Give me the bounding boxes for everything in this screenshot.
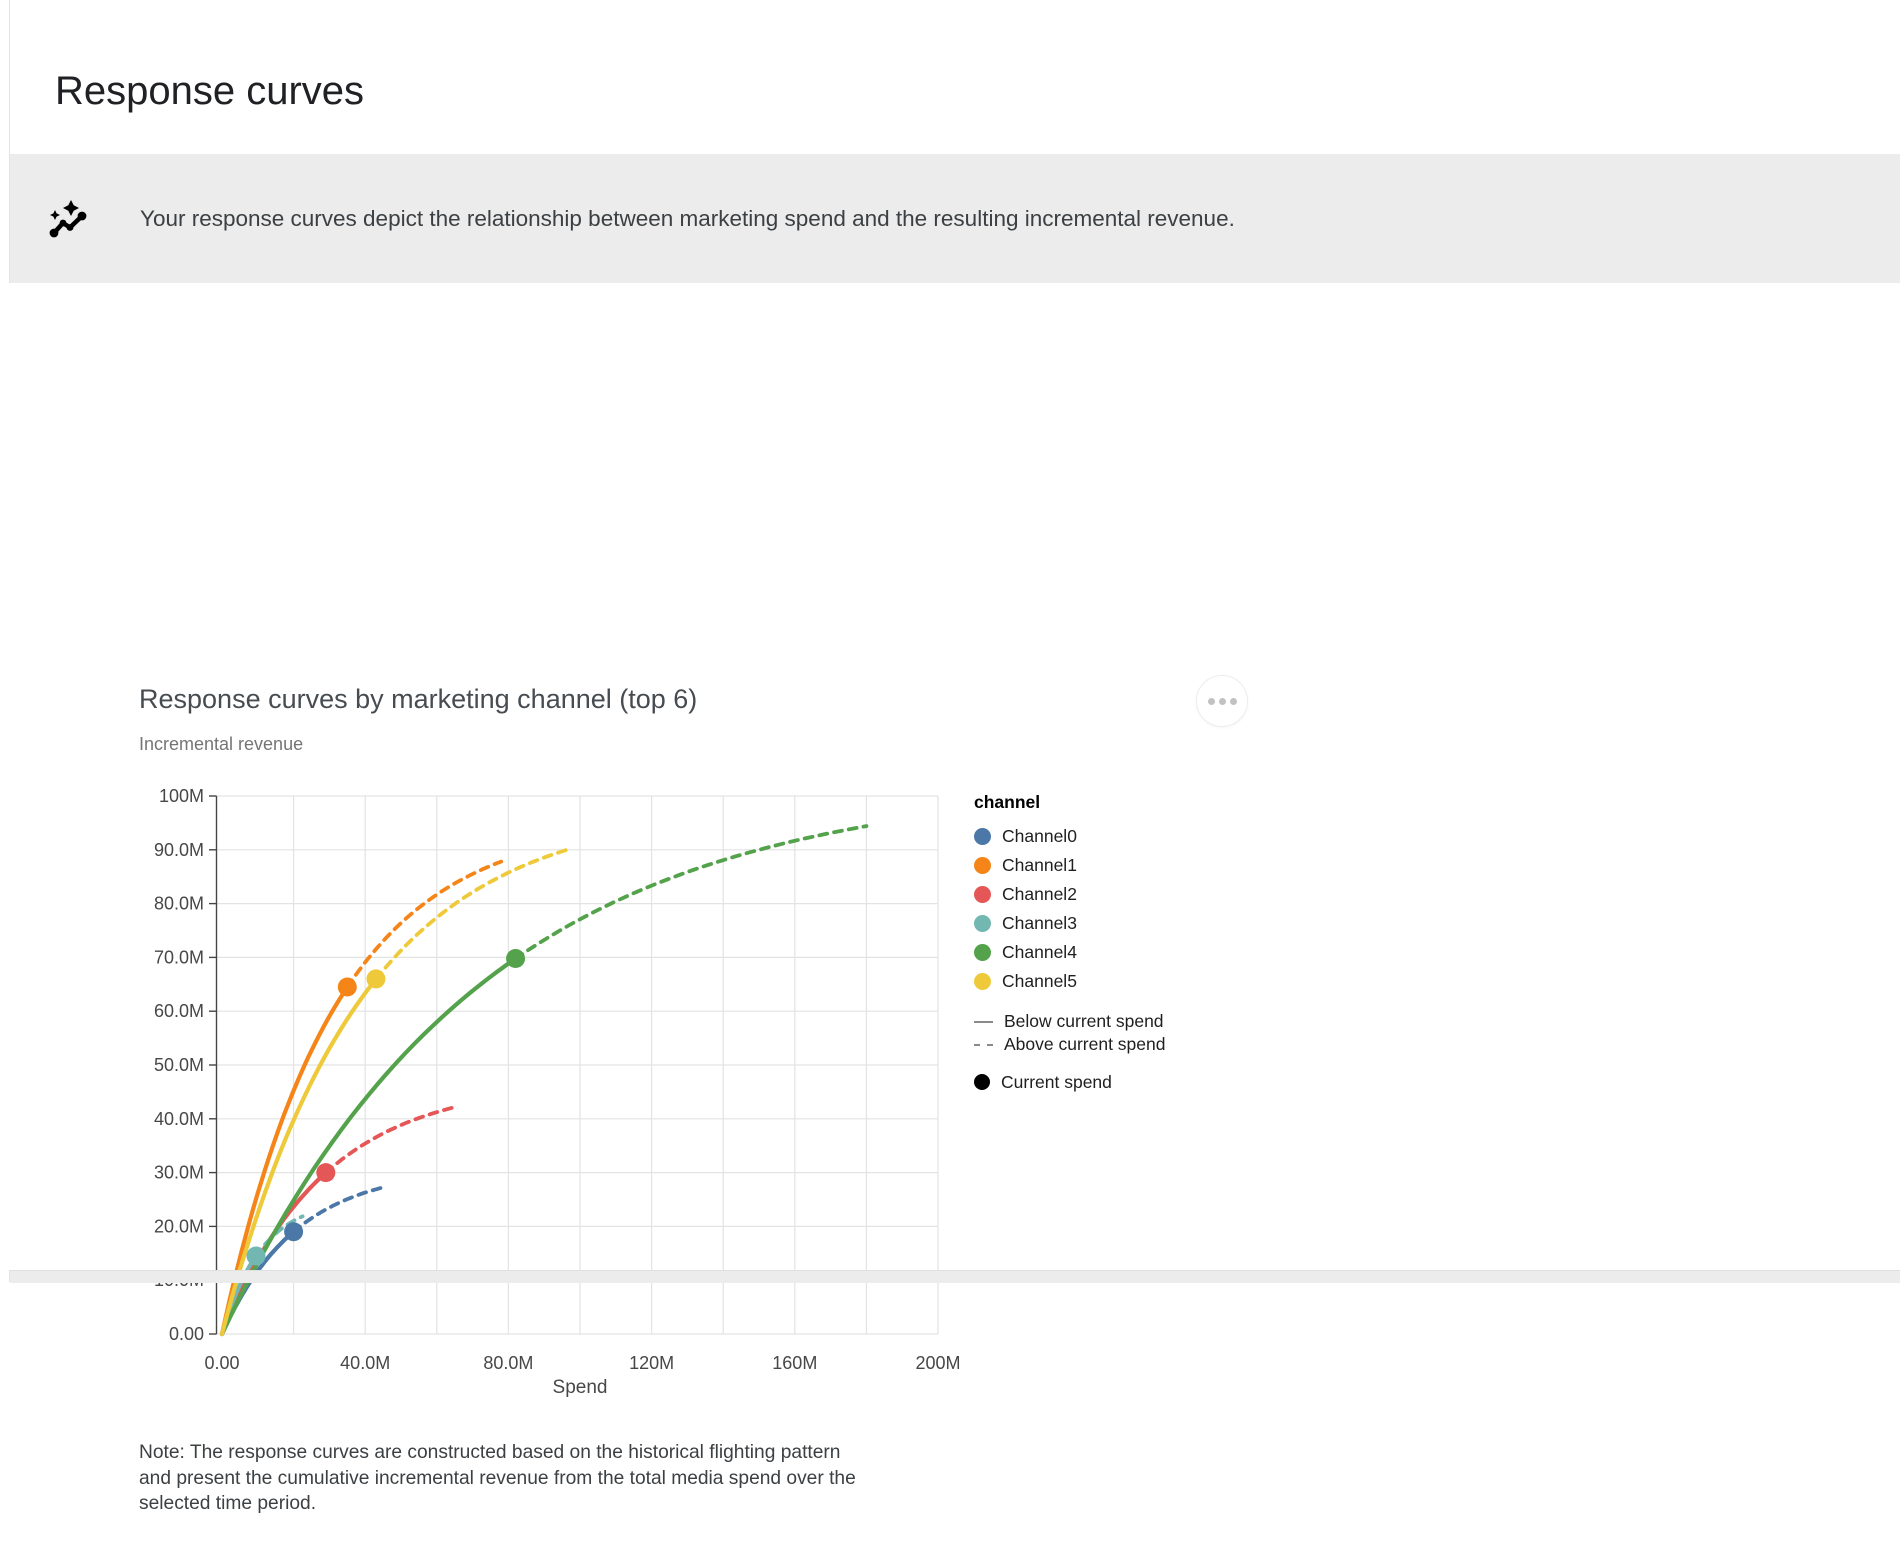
chart-card: Response curves by marketing channel (to… [0,283,1900,1514]
current-spend-dot-Channel1 [337,977,357,997]
legend-item-label: Channel0 [1002,826,1077,846]
insight-banner: Your response curves depict the relation… [10,154,1900,283]
legend-item-Channel0: Channel0 [974,822,1166,851]
current-spend-dots [246,948,526,1266]
legend-item-Channel5: Channel5 [974,967,1166,996]
legend-color-swatch [974,886,991,903]
chart-y-axis-title: Incremental revenue [139,734,304,754]
svg-text:30.0M: 30.0M [154,1163,204,1183]
legend-style-items: Below current spend Above current spend Cu… [974,1010,1166,1095]
x-axis-title: Spend [553,1377,608,1398]
current-spend-dot-Channel4 [506,948,526,968]
legend-item-label: Channel1 [1002,855,1077,875]
legend-color-swatch [974,973,991,990]
curve-above-spend-Channel5 [373,847,572,981]
legend-item-current-spend: Current spend [974,1069,1166,1095]
curve-above-spend-Channel2 [323,1105,457,1175]
note-line: and present the cumulative incremental r… [139,1467,856,1489]
x-axis: 0.00 40.0M 80.0M 120M 160M 200M Spend [204,1353,960,1398]
current-spend-dot-Channel0 [284,1222,304,1242]
legend-item-Channel2: Channel2 [974,880,1166,909]
svg-text:20.0M: 20.0M [154,1216,204,1236]
svg-text:40.0M: 40.0M [340,1353,390,1373]
legend-color-swatch [974,915,991,932]
y-axis: 0.0010.0M20.0M30.0M40.0M50.0M60.0M70.0M8… [154,786,218,1344]
response-curves-plot: 0.0010.0M20.0M30.0M40.0M50.0M60.0M70.0M8… [154,786,961,1398]
legend-title: channel [974,792,1041,812]
legend-item-label: Channel4 [1002,942,1077,962]
svg-text:200M: 200M [915,1353,960,1373]
legend-item-label: Channel3 [1002,913,1077,933]
legend-channel-items: Channel0 Channel1 Channel2 Channel3 Channel4… [974,822,1166,996]
current-spend-dot-icon [974,1074,990,1090]
series-lines [219,824,869,1337]
curve-below-spend-Channel3 [219,1253,259,1337]
legend-item-Channel3: Channel3 [974,909,1166,938]
legend-item-dashed-line: Above current spend [974,1033,1166,1056]
legend-color-swatch [974,944,991,961]
legend-color-swatch [974,828,991,845]
current-spend-dot-Channel5 [366,969,386,989]
svg-text:0.00: 0.00 [169,1324,204,1344]
page-title: Response curves [55,68,365,113]
chart-title: Response curves by marketing channel (to… [139,684,698,714]
svg-text:40.0M: 40.0M [154,1109,204,1129]
svg-text:120M: 120M [629,1353,674,1373]
curve-above-spend-Channel0 [291,1185,386,1234]
note-line: Note: The response curves are constructe… [139,1442,841,1463]
curve-above-spend-Channel1 [345,859,504,989]
svg-text:80.0M: 80.0M [154,894,204,914]
svg-text:80.0M: 80.0M [483,1353,533,1373]
svg-text:100M: 100M [159,786,204,806]
solid-line-icon [974,1020,993,1023]
legend-item-Channel4: Channel4 [974,938,1166,967]
legend-item-solid-line: Below current spend [974,1010,1166,1033]
svg-text:50.0M: 50.0M [154,1055,204,1075]
chart-legend: channel Channel0 Channel1 Channel2 Channel3… [974,792,1166,1095]
dashed-line-icon [974,1043,993,1046]
legend-item-label: Channel5 [1002,971,1077,991]
more-options-dot [1229,697,1237,705]
next-section-divider [10,1270,1900,1283]
svg-text:60.0M: 60.0M [154,1001,204,1021]
more-options-dot [1207,697,1215,705]
legend-color-swatch [974,857,991,874]
legend-item-label: Channel2 [1002,884,1077,904]
svg-text:70.0M: 70.0M [154,947,204,967]
more-options-dot [1218,697,1226,705]
svg-text:0.00: 0.00 [204,1353,239,1373]
insights-sparkle-icon [49,199,87,237]
note-line: selected time period. [139,1493,317,1514]
current-spend-dot-Channel2 [316,1163,336,1183]
legend-item-Channel1: Channel1 [974,851,1166,880]
chart-note: Note: The response curves are constructe… [139,1440,856,1517]
curve-above-spend-Channel4 [513,824,869,961]
svg-text:90.0M: 90.0M [154,840,204,860]
more-options-button[interactable] [1196,675,1248,727]
banner-text: Your response curves depict the relation… [140,205,1235,231]
svg-text:160M: 160M [772,1353,817,1373]
curve-below-spend-Channel2 [219,1170,328,1337]
gridlines [216,795,939,1335]
curve-above-spend-Channel3 [254,1214,305,1258]
current-spend-dot-Channel3 [246,1246,266,1266]
